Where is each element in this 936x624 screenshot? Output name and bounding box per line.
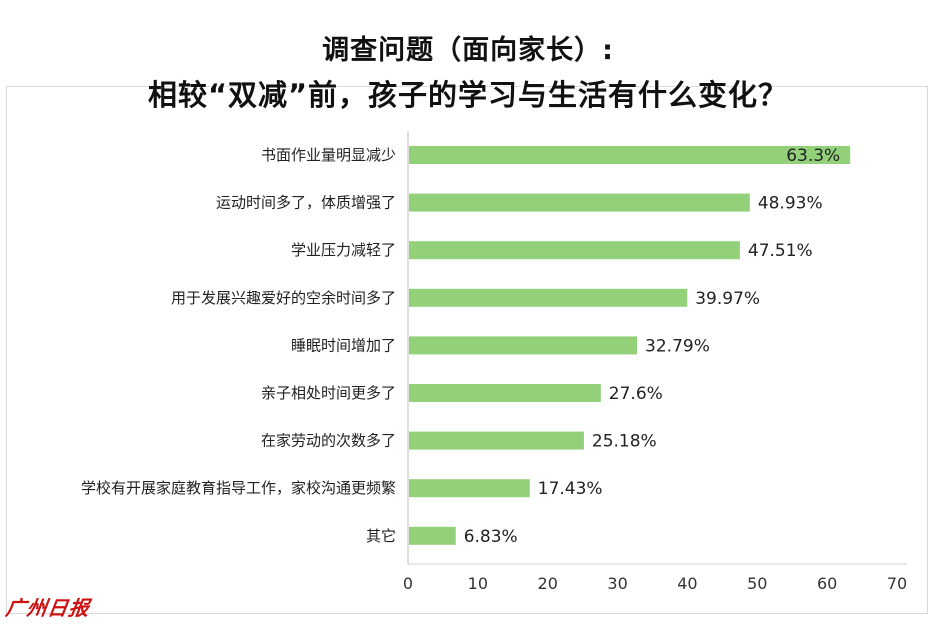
x-tick-label: 50: [747, 574, 767, 593]
category-label: 其它: [366, 527, 396, 545]
chart-title-line2: 相较“双减”前，孩子的学习与生活有什么变化？: [147, 78, 789, 112]
bar: [409, 241, 740, 260]
x-tick-label: 70: [887, 574, 907, 593]
x-tick-label: 40: [677, 574, 697, 593]
bar: [409, 146, 851, 164]
category-label: 学业压力减轻了: [291, 241, 396, 259]
data-label: 27.6%: [609, 384, 663, 404]
category-label: 运动时间多了，体质增强了: [216, 194, 396, 212]
newspaper-logo: 广州日报: [4, 596, 92, 620]
bar: [409, 193, 750, 212]
x-tick-label: 10: [468, 574, 488, 593]
x-tick-label: 60: [817, 574, 837, 593]
bar: [409, 526, 456, 545]
bar: [409, 336, 638, 355]
data-label: 48.93%: [758, 194, 823, 214]
data-label: 47.51%: [748, 241, 813, 261]
data-label: 17.43%: [538, 479, 603, 499]
data-label: 63.3%: [786, 146, 840, 166]
category-label: 亲子相处时间更多了: [261, 384, 396, 402]
x-tick-label: 0: [403, 574, 413, 593]
x-tick-label: 30: [607, 574, 627, 593]
bar: [409, 431, 584, 450]
bar: [409, 288, 688, 307]
category-label: 书面作业量明显减少: [261, 146, 396, 164]
data-label: 32.79%: [645, 336, 710, 356]
category-label: 睡眠时间增加了: [291, 336, 396, 354]
bar: [409, 384, 601, 402]
data-label: 25.18%: [592, 432, 657, 452]
data-label: 39.97%: [695, 289, 760, 309]
chart-frame: [6, 86, 928, 614]
category-label: 在家劳动的次数多了: [261, 432, 396, 450]
chart-title-line1: 调查问题（面向家长）:: [322, 35, 614, 66]
x-tick-label: 20: [538, 574, 558, 593]
bar: [409, 479, 530, 498]
data-label: 6.83%: [464, 527, 518, 547]
category-label: 用于发展兴趣爱好的空余时间多了: [171, 289, 396, 307]
category-label: 学校有开展家庭教育指导工作，家校沟通更频繁: [81, 479, 396, 497]
